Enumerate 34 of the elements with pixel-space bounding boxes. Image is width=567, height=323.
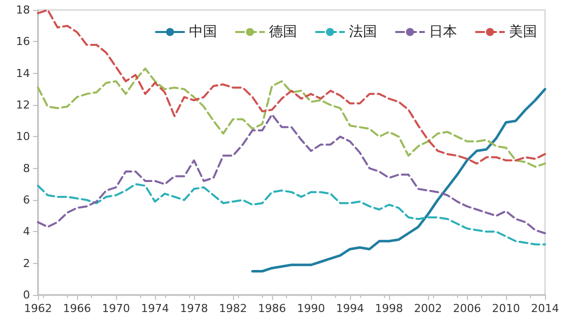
x-tick-label: 2010: [492, 302, 520, 315]
x-tick-label: 1966: [63, 302, 91, 315]
line-series: [251, 88, 546, 272]
x-tick-label: 1962: [24, 302, 52, 315]
y-tick-label: 8: [23, 162, 30, 175]
y-tick-label: 16: [16, 35, 30, 48]
y-tick-label: 12: [16, 98, 30, 112]
y-tick-label: 2: [23, 256, 30, 270]
y-tick-label: 0: [23, 288, 30, 302]
x-tick-label: 2014: [531, 302, 559, 315]
line-series: [37, 183, 546, 246]
x-tick-label: 2002: [414, 302, 442, 315]
x-tick-label: 1982: [219, 302, 247, 315]
y-tick-label: 18: [16, 4, 30, 16]
legend-label: 德国: [269, 24, 297, 40]
line-series: [37, 114, 546, 234]
x-tick-label: 1994: [336, 302, 364, 315]
y-tick-label: 10: [16, 130, 30, 144]
legend-label: 法国: [349, 24, 377, 40]
y-tick-label: 14: [16, 66, 30, 80]
legend-label: 中国: [189, 24, 217, 40]
line-series: [37, 9, 546, 165]
x-tick-label: 1986: [258, 302, 286, 315]
x-tick-label: 1998: [375, 302, 403, 315]
legend-label: 美国: [509, 24, 537, 40]
y-tick-label: 4: [23, 225, 30, 238]
x-tick-label: 1970: [102, 302, 130, 315]
x-tick-label: 2006: [453, 302, 481, 315]
line-series: [37, 68, 546, 168]
x-tick-label: 1990: [297, 302, 325, 315]
x-tick-label: 1978: [180, 302, 208, 315]
y-tick-label: 6: [23, 194, 30, 206]
legend-label: 日本: [429, 24, 457, 40]
x-tick-label: 1974: [141, 302, 169, 315]
